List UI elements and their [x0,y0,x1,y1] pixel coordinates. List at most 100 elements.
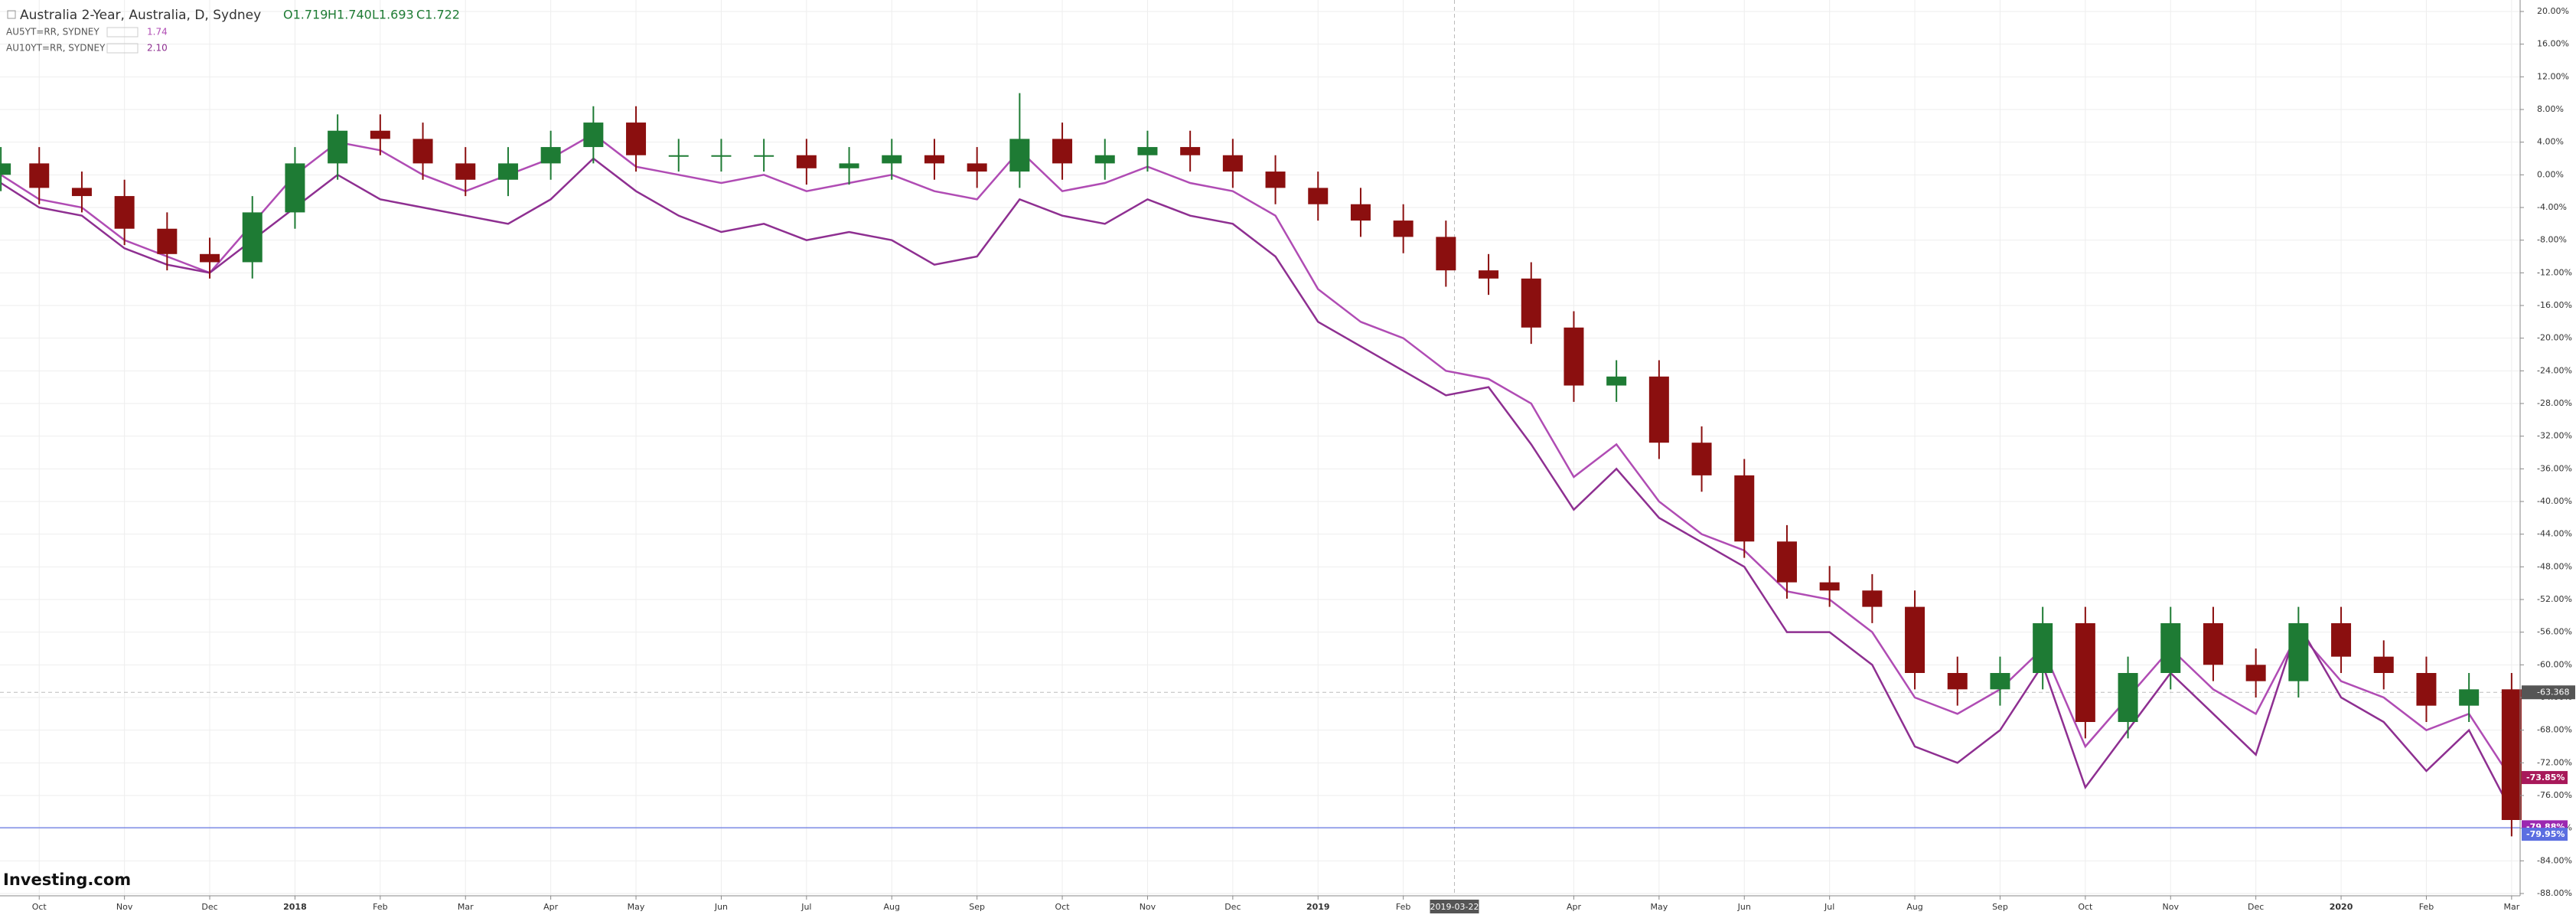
candle-body [328,130,348,164]
candle-body [1052,139,1073,164]
x-tick-label: Nov [1140,902,1156,912]
x-tick-label: Mar [458,902,474,912]
candle-body [497,163,518,180]
legend-name: AU5YT=RR, SYDNEY [6,27,99,38]
legend-value: 2.10 [147,43,168,54]
x-tick-label: Oct [32,902,47,912]
candle-body [1265,172,1286,188]
candle-body [1137,147,1158,155]
candle-body [1606,376,1627,386]
candle-body [626,123,647,155]
x-tick-label: Jun [714,902,728,912]
x-tick-label: Oct [2078,902,2093,912]
y-tick-label: -48.00% [2537,561,2572,571]
candle-body [924,155,944,164]
candle-body [754,155,774,157]
candle-body [1180,147,1201,155]
legend-name: AU10YT=RR, SYDNEY [6,43,106,54]
candle-body [1734,475,1755,542]
candle-body [1350,204,1371,221]
x-tick-label: Jun [1737,902,1751,912]
candle-body [285,163,305,213]
candle-body [1862,590,1883,607]
candle-body [1009,139,1030,172]
legend-icon [106,43,139,54]
candle-body [2373,656,2394,673]
x-tick-label: Dec [1224,902,1241,912]
x-tick-label: Sep [969,902,985,912]
candle-body [1222,155,1243,172]
y-tick-label: -72.00% [2537,757,2572,767]
candle-body [455,163,476,180]
price-label: -73.85% [2526,773,2565,782]
x-tick-label: Aug [884,902,900,912]
y-tick-label: -52.00% [2537,594,2572,604]
plot [0,0,2522,896]
y-tick-label: 12.00% [2537,71,2569,81]
candle-body [242,212,262,263]
y-tick-label: -24.00% [2537,365,2572,375]
y-tick-label: -8.00% [2537,235,2567,245]
legend-value: 1.74 [147,27,168,38]
x-tick-label: Feb [373,902,387,912]
y-tick-label: -16.00% [2537,300,2572,310]
y-tick-label: -32.00% [2537,431,2572,441]
x-tick-label: 2018 [283,902,307,912]
candle-body [1648,376,1669,443]
x-tick-label: 2019 [1306,902,1330,912]
crosshair-y-box [2522,685,2575,700]
candle-body [1479,270,1499,279]
price-label: -79.95% [2526,829,2565,839]
ohlc-value: C1.722 [416,8,460,22]
series-line [0,157,2512,812]
candle-body [200,253,220,263]
candle-body [2459,689,2480,706]
y-tick-label: -88.00% [2537,888,2572,898]
candle-body [2075,622,2095,722]
y-tick-label: 8.00% [2537,104,2564,114]
candle-body [711,155,732,157]
candle-body [540,147,561,164]
candle-body [1990,673,2010,690]
candle-body [2416,673,2437,706]
price-label-box [2522,828,2568,841]
x-tick-label: May [628,902,645,912]
candle-body [71,188,92,197]
x-tick-label: Dec [201,902,217,912]
candle-body [2331,622,2352,657]
y-tick-label: -40.00% [2537,496,2572,506]
candle-body [0,163,11,175]
crosshair-x-label: 2019-03-22 [1430,902,1479,912]
candle-body [668,155,689,157]
y-tick-label: -84.00% [2537,855,2572,865]
candle-body [29,163,50,188]
ohlc-value: H1.740 [328,8,372,22]
y-tick-label: 20.00% [2537,6,2569,16]
candle-body [839,163,859,168]
x-tick-label: Feb [2419,902,2434,912]
y-tick-label: -60.00% [2537,659,2572,669]
crosshair-y-label: -63.368 [2537,687,2569,697]
y-tick-label: 4.00% [2537,137,2564,147]
collapse-icon[interactable] [7,10,16,19]
ohlc-value: O1.719 [283,8,328,22]
x-tick-label: Mar [2503,902,2519,912]
candle-body [1947,673,1968,690]
y-tick-label: -28.00% [2537,398,2572,408]
candle-body [1436,237,1456,271]
x-tick-label: Nov [2163,902,2180,912]
x-tick-label: Nov [116,902,133,912]
candle-body [1691,443,1712,475]
chart-title: Australia 2-Year, Australia, D, Sydney [20,8,261,23]
y-tick-label: -36.00% [2537,463,2572,473]
candle-body [1393,221,1414,237]
watermark: Investing.com [3,871,131,889]
candle-body [1094,155,1115,164]
candle-body [2203,622,2223,665]
candle-body [2118,673,2138,722]
x-tick-label: Sep [1992,902,2008,912]
candle-body [157,228,178,254]
candle-body [1776,541,1797,583]
y-tick-label: -76.00% [2537,790,2572,800]
